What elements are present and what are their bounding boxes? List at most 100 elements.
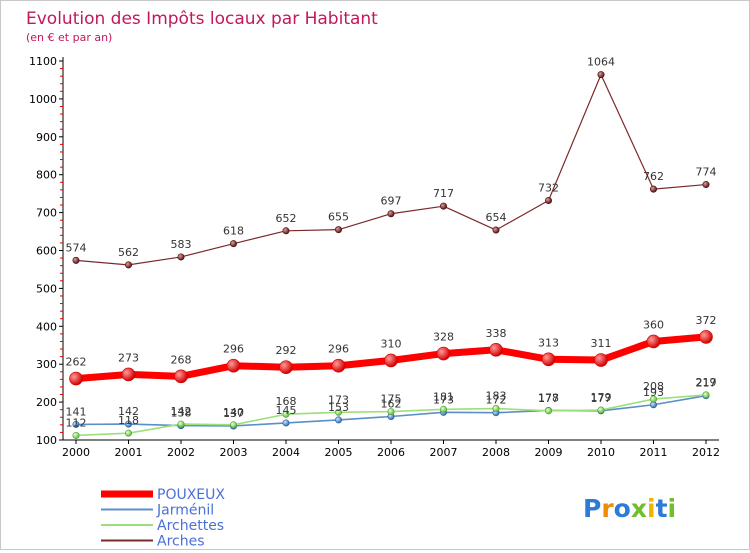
y-tick-label: 300: [36, 358, 57, 371]
data-point-jarmnil[interactable]: [282, 419, 290, 427]
chart-title: Evolution des Impôts locaux par Habitant: [26, 9, 378, 29]
x-tick-label: 2012: [692, 446, 720, 459]
data-label-jarmnil: 178: [538, 391, 559, 404]
legend-label-archettes: Archettes: [157, 518, 224, 534]
data-point-jarmnil[interactable]: [334, 416, 342, 424]
data-label-jarmnil: 217: [696, 377, 717, 390]
data-label-arches: 574: [66, 241, 87, 254]
data-point-archettes[interactable]: [177, 420, 185, 428]
data-label-archettes: 177: [538, 392, 559, 405]
data-label-pouxeux: 311: [591, 337, 612, 350]
data-point-pouxeux[interactable]: [489, 342, 503, 357]
data-label-arches: 697: [381, 195, 402, 208]
y-tick-label: 400: [36, 320, 57, 333]
data-label-pouxeux: 372: [696, 314, 717, 327]
data-point-arches[interactable]: [72, 256, 80, 264]
x-tick-label: 2010: [587, 446, 615, 459]
data-label-archettes: 140: [223, 406, 244, 419]
data-label-pouxeux: 310: [381, 337, 402, 350]
data-label-jarmnil: 172: [486, 394, 507, 407]
data-label-arches: 652: [276, 212, 297, 225]
data-point-arches[interactable]: [544, 196, 552, 204]
data-point-archettes[interactable]: [702, 391, 710, 399]
data-point-archettes[interactable]: [230, 421, 238, 429]
y-tick-label: 600: [36, 245, 57, 258]
data-label-jarmnil: 153: [328, 401, 349, 414]
x-tick-label: 2002: [167, 446, 195, 459]
data-point-pouxeux[interactable]: [279, 360, 293, 375]
data-label-jarmnil: 145: [276, 404, 297, 417]
data-point-pouxeux[interactable]: [699, 330, 713, 344]
y-tick-label: 700: [36, 207, 57, 220]
data-label-arches: 774: [696, 166, 717, 179]
data-label-pouxeux: 296: [223, 343, 244, 356]
data-point-archettes[interactable]: [334, 408, 342, 416]
data-point-archettes[interactable]: [597, 406, 605, 414]
data-label-pouxeux: 292: [276, 344, 297, 357]
data-point-arches[interactable]: [492, 226, 500, 234]
data-point-archettes[interactable]: [439, 405, 447, 413]
data-point-pouxeux[interactable]: [541, 352, 556, 367]
data-label-archettes: 112: [66, 416, 87, 429]
proxiti-logo: Proxiti: [583, 494, 676, 523]
data-point-pouxeux[interactable]: [331, 358, 346, 373]
data-point-arches[interactable]: [702, 181, 710, 189]
data-point-arches[interactable]: [334, 226, 342, 234]
y-tick-label: 100: [36, 434, 57, 447]
data-point-archettes[interactable]: [72, 431, 80, 439]
data-label-archettes: 168: [276, 395, 297, 408]
data-point-pouxeux[interactable]: [121, 367, 136, 382]
data-label-pouxeux: 328: [433, 331, 454, 344]
data-label-archettes: 183: [486, 390, 507, 403]
data-point-archettes[interactable]: [544, 407, 552, 415]
data-point-pouxeux[interactable]: [594, 353, 608, 367]
x-tick-label: 2007: [430, 446, 458, 459]
data-point-pouxeux[interactable]: [69, 371, 83, 386]
data-label-jarmnil: 137: [223, 407, 244, 420]
data-point-pouxeux[interactable]: [174, 369, 188, 384]
data-label-arches: 1064: [587, 56, 615, 69]
data-point-pouxeux[interactable]: [384, 353, 398, 368]
x-tick-label: 2001: [115, 446, 143, 459]
data-point-jarmnil[interactable]: [72, 420, 80, 428]
data-point-archettes[interactable]: [492, 405, 500, 413]
x-tick-label: 2005: [325, 446, 353, 459]
data-label-archettes: 208: [643, 380, 664, 393]
data-label-pouxeux: 262: [66, 356, 87, 369]
data-label-archettes: 175: [381, 393, 402, 406]
data-point-arches[interactable]: [230, 240, 238, 248]
x-tick-label: 2000: [62, 446, 90, 459]
data-point-archettes[interactable]: [387, 408, 395, 416]
data-point-arches[interactable]: [439, 202, 447, 210]
legend-label-jarmnil: Jarménil: [156, 503, 214, 519]
data-label-pouxeux: 296: [328, 343, 349, 356]
data-point-arches[interactable]: [177, 253, 185, 261]
x-tick-label: 2006: [377, 446, 405, 459]
data-point-archettes[interactable]: [282, 410, 290, 418]
data-point-arches[interactable]: [649, 185, 657, 193]
data-label-archettes: 173: [328, 393, 349, 406]
data-point-arches[interactable]: [125, 261, 133, 269]
data-point-jarmnil[interactable]: [125, 420, 133, 428]
data-label-archettes: 179: [591, 391, 612, 404]
data-point-arches[interactable]: [387, 210, 395, 218]
data-point-arches[interactable]: [282, 227, 290, 235]
data-point-archettes[interactable]: [649, 395, 657, 403]
data-label-arches: 583: [171, 238, 192, 251]
data-label-archettes: 181: [433, 390, 454, 403]
data-label-pouxeux: 313: [538, 336, 559, 349]
data-label-archettes: 118: [118, 414, 139, 427]
x-tick-label: 2011: [640, 446, 668, 459]
x-tick-label: 2008: [482, 446, 510, 459]
y-tick-label: 900: [36, 131, 57, 144]
data-point-pouxeux[interactable]: [646, 334, 661, 349]
data-point-archettes[interactable]: [125, 429, 133, 437]
chart-subtitle: (en € et par an): [26, 31, 112, 44]
data-label-jarmnil: 193: [643, 386, 664, 399]
data-label-pouxeux: 273: [118, 351, 139, 364]
data-point-pouxeux[interactable]: [226, 358, 241, 373]
y-tick-label: 200: [36, 396, 57, 409]
data-point-arches[interactable]: [597, 71, 605, 79]
data-label-jarmnil: 162: [381, 398, 402, 411]
data-point-pouxeux[interactable]: [436, 346, 451, 361]
